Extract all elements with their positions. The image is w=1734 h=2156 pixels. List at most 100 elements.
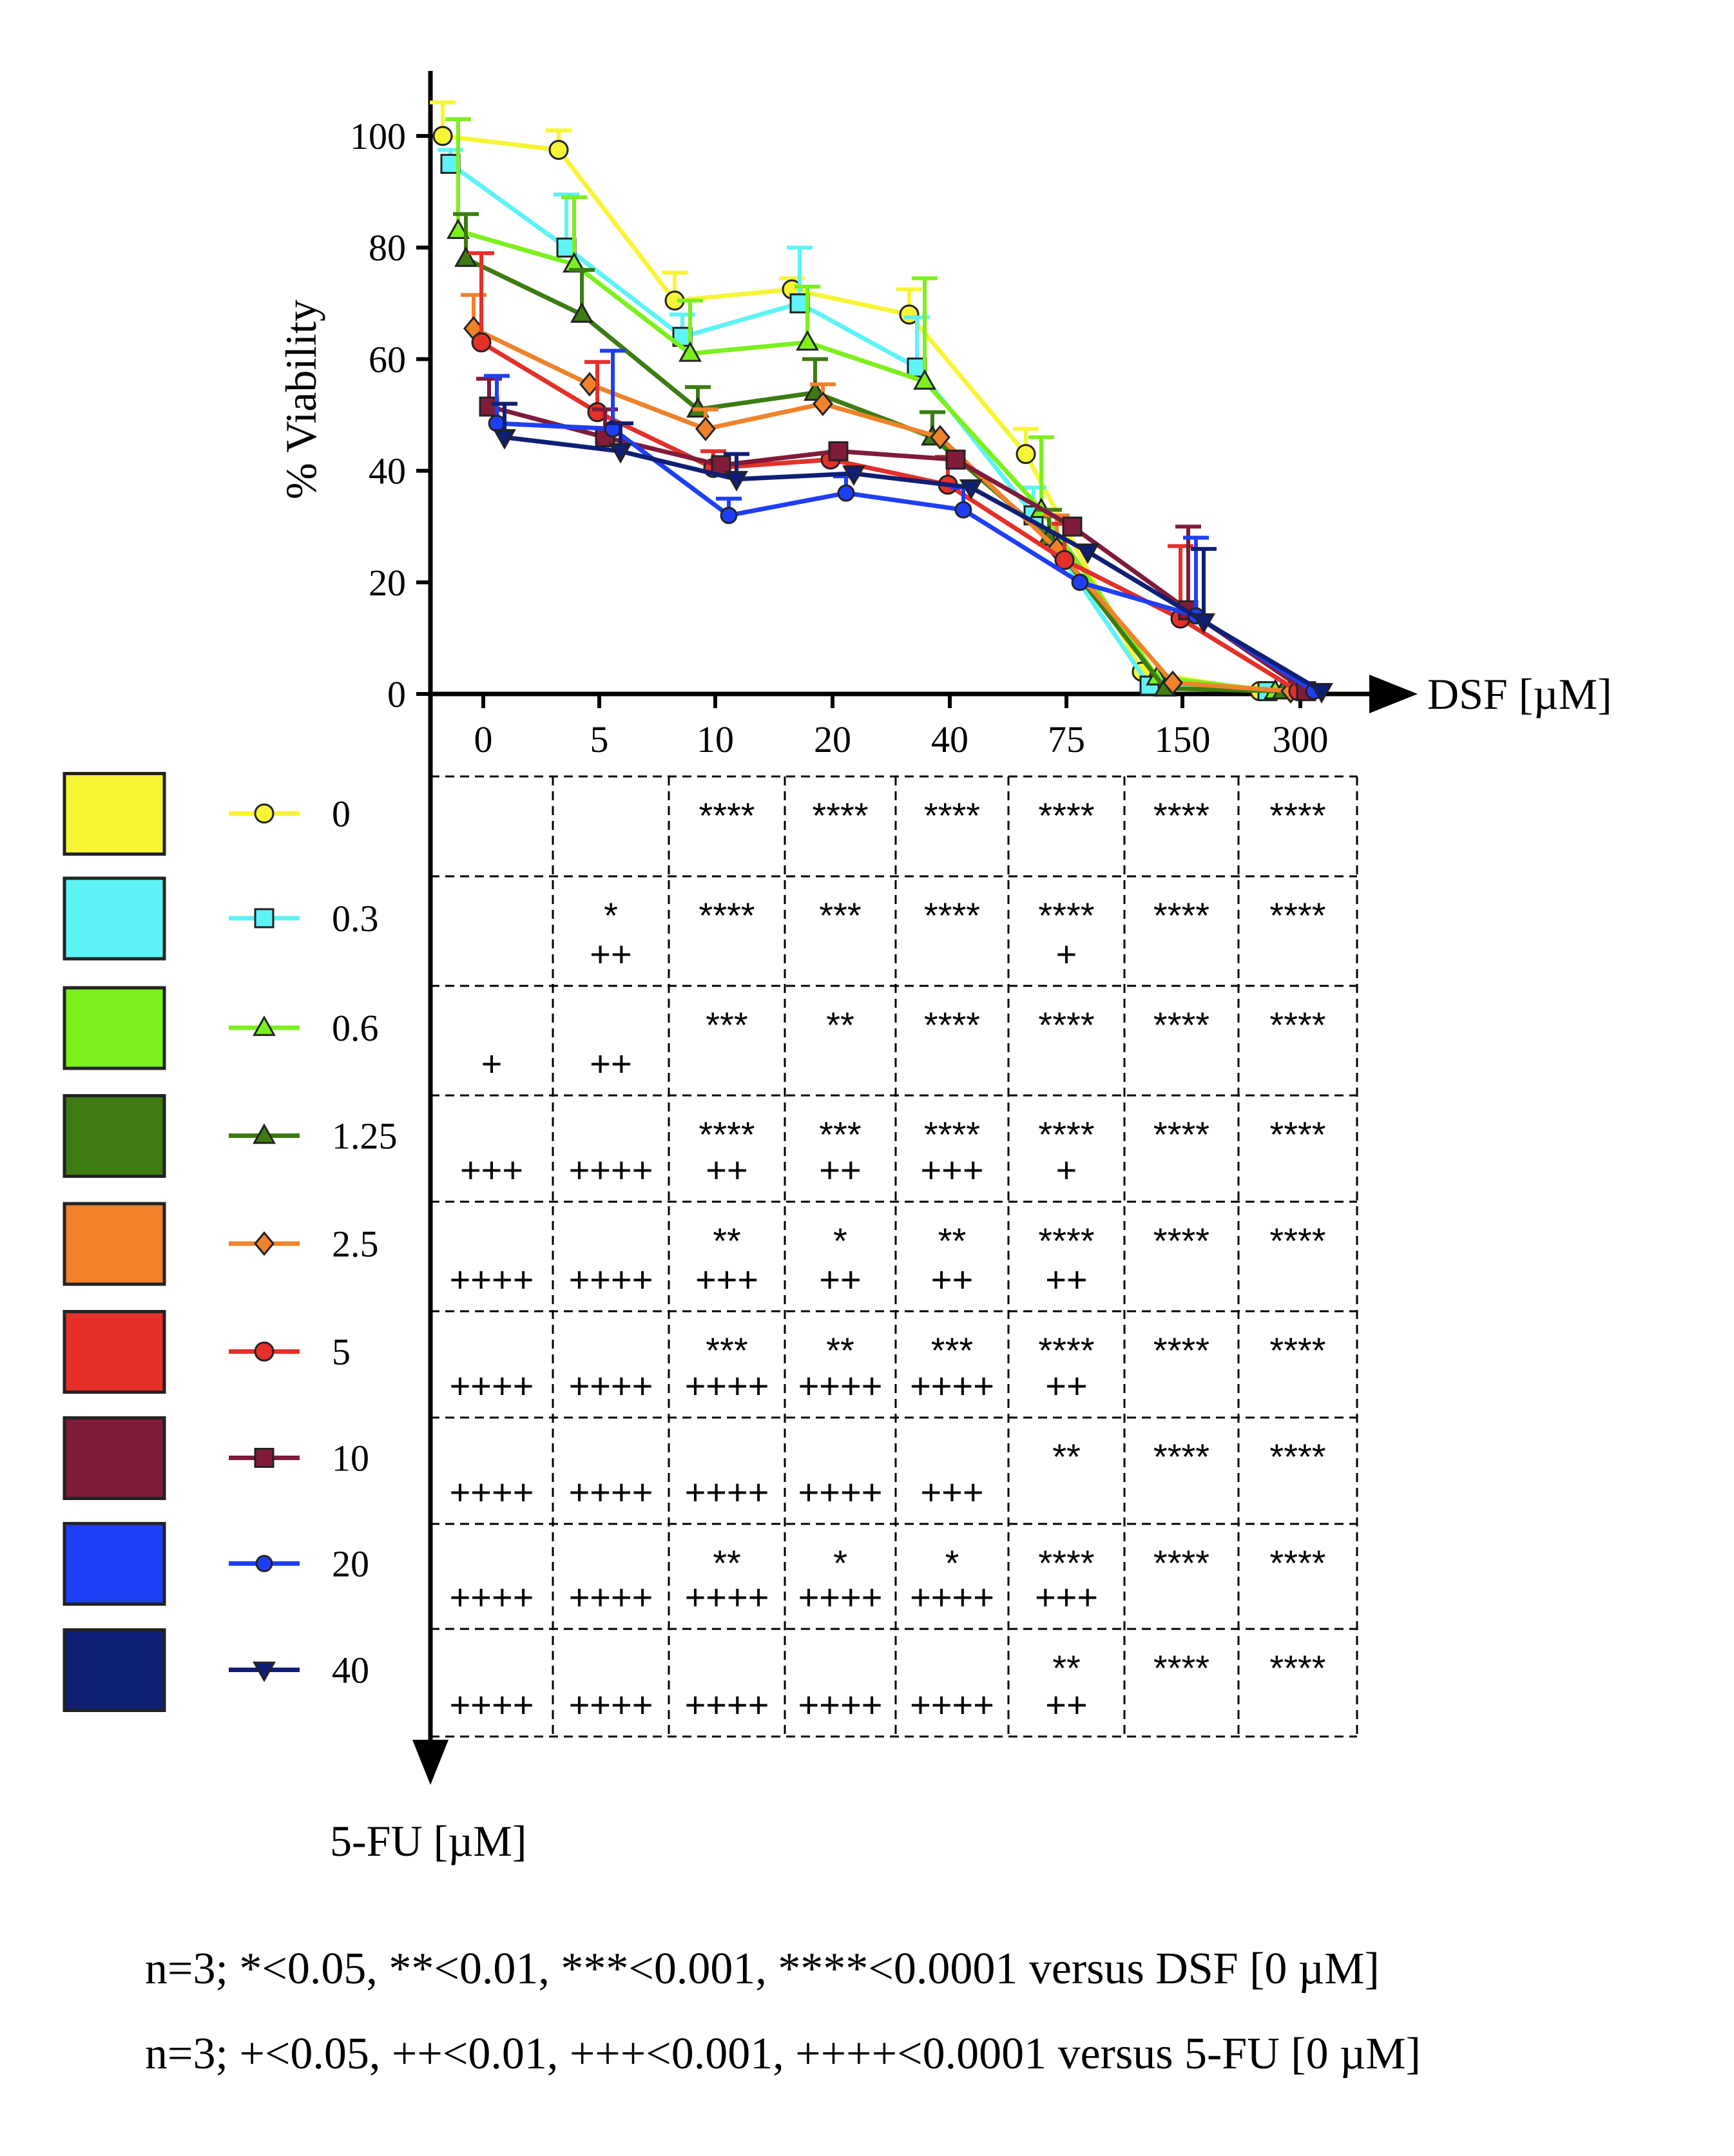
- legend-label-2.5: 2.5: [332, 1223, 379, 1265]
- significance-star: ****: [924, 795, 980, 836]
- significance-plus: ++++: [450, 1365, 534, 1406]
- significance-plus: ++: [706, 1150, 747, 1190]
- legend-marker-5: [254, 1342, 275, 1362]
- significance-star: ****: [1153, 1114, 1209, 1155]
- significance-plus: +++: [460, 1150, 523, 1190]
- significance-plus: +++: [920, 1472, 983, 1512]
- significance-plus: ++++: [910, 1577, 994, 1617]
- significance-star: **: [1052, 1648, 1081, 1688]
- y-tick-label: 60: [369, 338, 406, 380]
- significance-star: ****: [924, 895, 980, 936]
- data-point-0.6: [447, 218, 470, 239]
- data-point-0: [548, 140, 569, 160]
- significance-star: ****: [1269, 1543, 1325, 1583]
- significance-star: ****: [1038, 1330, 1094, 1371]
- significance-plus: ++++: [450, 1684, 534, 1725]
- y-tick-label: 20: [369, 562, 406, 604]
- legend-label-40: 40: [332, 1650, 369, 1691]
- significance-plus: ++: [819, 1150, 861, 1190]
- legend-swatch-0: [63, 772, 166, 856]
- significance-star: ****: [1153, 1648, 1209, 1688]
- significance-grid: [430, 775, 1358, 1738]
- significance-plus: ++++: [569, 1577, 653, 1617]
- significance-star: ****: [1153, 795, 1209, 836]
- significance-star: **: [938, 1220, 967, 1261]
- data-point-5: [1054, 550, 1075, 570]
- legend-marker-0.3: [254, 908, 275, 929]
- x-tick-label: 40: [931, 718, 968, 760]
- series-line-2.5: [472, 326, 1291, 694]
- significance-star: **: [826, 1005, 854, 1045]
- significance-star: ****: [1269, 795, 1325, 836]
- series-axis-title: 5-FU [µM]: [330, 1816, 527, 1865]
- significance-plus: ++++: [450, 1259, 534, 1300]
- data-point-1.25: [454, 246, 477, 267]
- x-axis-arrow: [1369, 675, 1418, 713]
- significance-table: **** **** **** **** **** *****++**** *** **** **…: [450, 795, 1326, 1725]
- significance-star: ****: [1153, 1330, 1209, 1371]
- significance-star: ****: [1269, 1648, 1325, 1688]
- significance-plus: ++++: [569, 1365, 653, 1406]
- significance-star: **: [826, 1330, 854, 1371]
- significance-plus: ++: [931, 1259, 973, 1300]
- legend-marker-0: [254, 804, 275, 823]
- significance-plus: +: [1056, 1150, 1077, 1190]
- significance-plus: ++++: [685, 1577, 769, 1617]
- significance-star: *: [833, 1220, 847, 1261]
- y-axis-title: % Viability: [276, 300, 325, 499]
- significance-star: ****: [1038, 1114, 1094, 1155]
- y-tick-label: 100: [350, 115, 406, 157]
- significance-plus: ++++: [685, 1684, 769, 1725]
- data-point-2.5: [930, 425, 950, 450]
- data-point-40: [1310, 682, 1333, 704]
- x-tick-label: 75: [1048, 718, 1085, 760]
- significance-plus: ++: [590, 1043, 631, 1084]
- significance-plus: +: [481, 1043, 503, 1084]
- y-tick-label: 80: [369, 227, 406, 269]
- x-tick-label: 5: [590, 718, 609, 760]
- significance-plus: ++: [1045, 1365, 1087, 1406]
- significance-plus: ++++: [569, 1150, 653, 1190]
- significance-plus: +: [1056, 934, 1077, 974]
- legend-marker-40: [253, 1661, 276, 1682]
- series-0: [430, 101, 1270, 702]
- significance-plus: ++++: [569, 1259, 653, 1300]
- x-axis-title: DSF [µM]: [1427, 669, 1612, 718]
- series-line-20: [496, 421, 1315, 693]
- axes: 0 20 40 60 80 100 0 5 10 20 40 75 150 300: [350, 71, 1418, 1785]
- significance-star: ***: [706, 1005, 747, 1045]
- data-point-1.25: [570, 302, 593, 323]
- significance-star: *: [833, 1543, 847, 1583]
- significance-star: **: [1052, 1436, 1081, 1477]
- data-point-40: [1076, 543, 1099, 564]
- significance-star: ****: [1038, 1220, 1094, 1261]
- data-point-0.6: [913, 369, 936, 390]
- data-point-40: [1192, 613, 1215, 634]
- series-line-0.3: [448, 162, 1268, 694]
- significance-star: ****: [1038, 1005, 1094, 1045]
- data-point-20: [837, 484, 855, 502]
- legend-marker-1.25: [253, 1123, 276, 1144]
- significance-plus: ++++: [569, 1684, 653, 1725]
- legend-label-0.3: 0.3: [332, 898, 379, 939]
- significance-star: ****: [1269, 895, 1325, 936]
- significance-star: ****: [1153, 1005, 1209, 1045]
- significance-plus: +++: [1035, 1577, 1098, 1617]
- legend: 0 0.3 0.6 1.25 2.5 5 10 20 40: [63, 772, 398, 1712]
- significance-star: ****: [1269, 1005, 1325, 1045]
- data-point-20: [1071, 573, 1089, 592]
- significance-plus: +++: [695, 1259, 758, 1300]
- footnote-significance-dsf: n=3; *<0.05, **<0.01, ***<0.001, ****<0.…: [145, 1944, 1380, 1994]
- series-40: [492, 401, 1333, 704]
- legend-marker-0.6: [253, 1015, 276, 1036]
- x-tick-label: 0: [474, 718, 493, 760]
- series-line-5: [480, 340, 1300, 693]
- significance-plus: ++: [1045, 1259, 1087, 1300]
- legend-swatch-1.25: [63, 1094, 166, 1178]
- series-0.6: [445, 117, 1287, 700]
- significance-plus: ++++: [798, 1577, 883, 1617]
- y-tick-label: 40: [369, 450, 406, 492]
- x-tick-label: 10: [697, 718, 734, 760]
- significance-star: ****: [1153, 1436, 1209, 1477]
